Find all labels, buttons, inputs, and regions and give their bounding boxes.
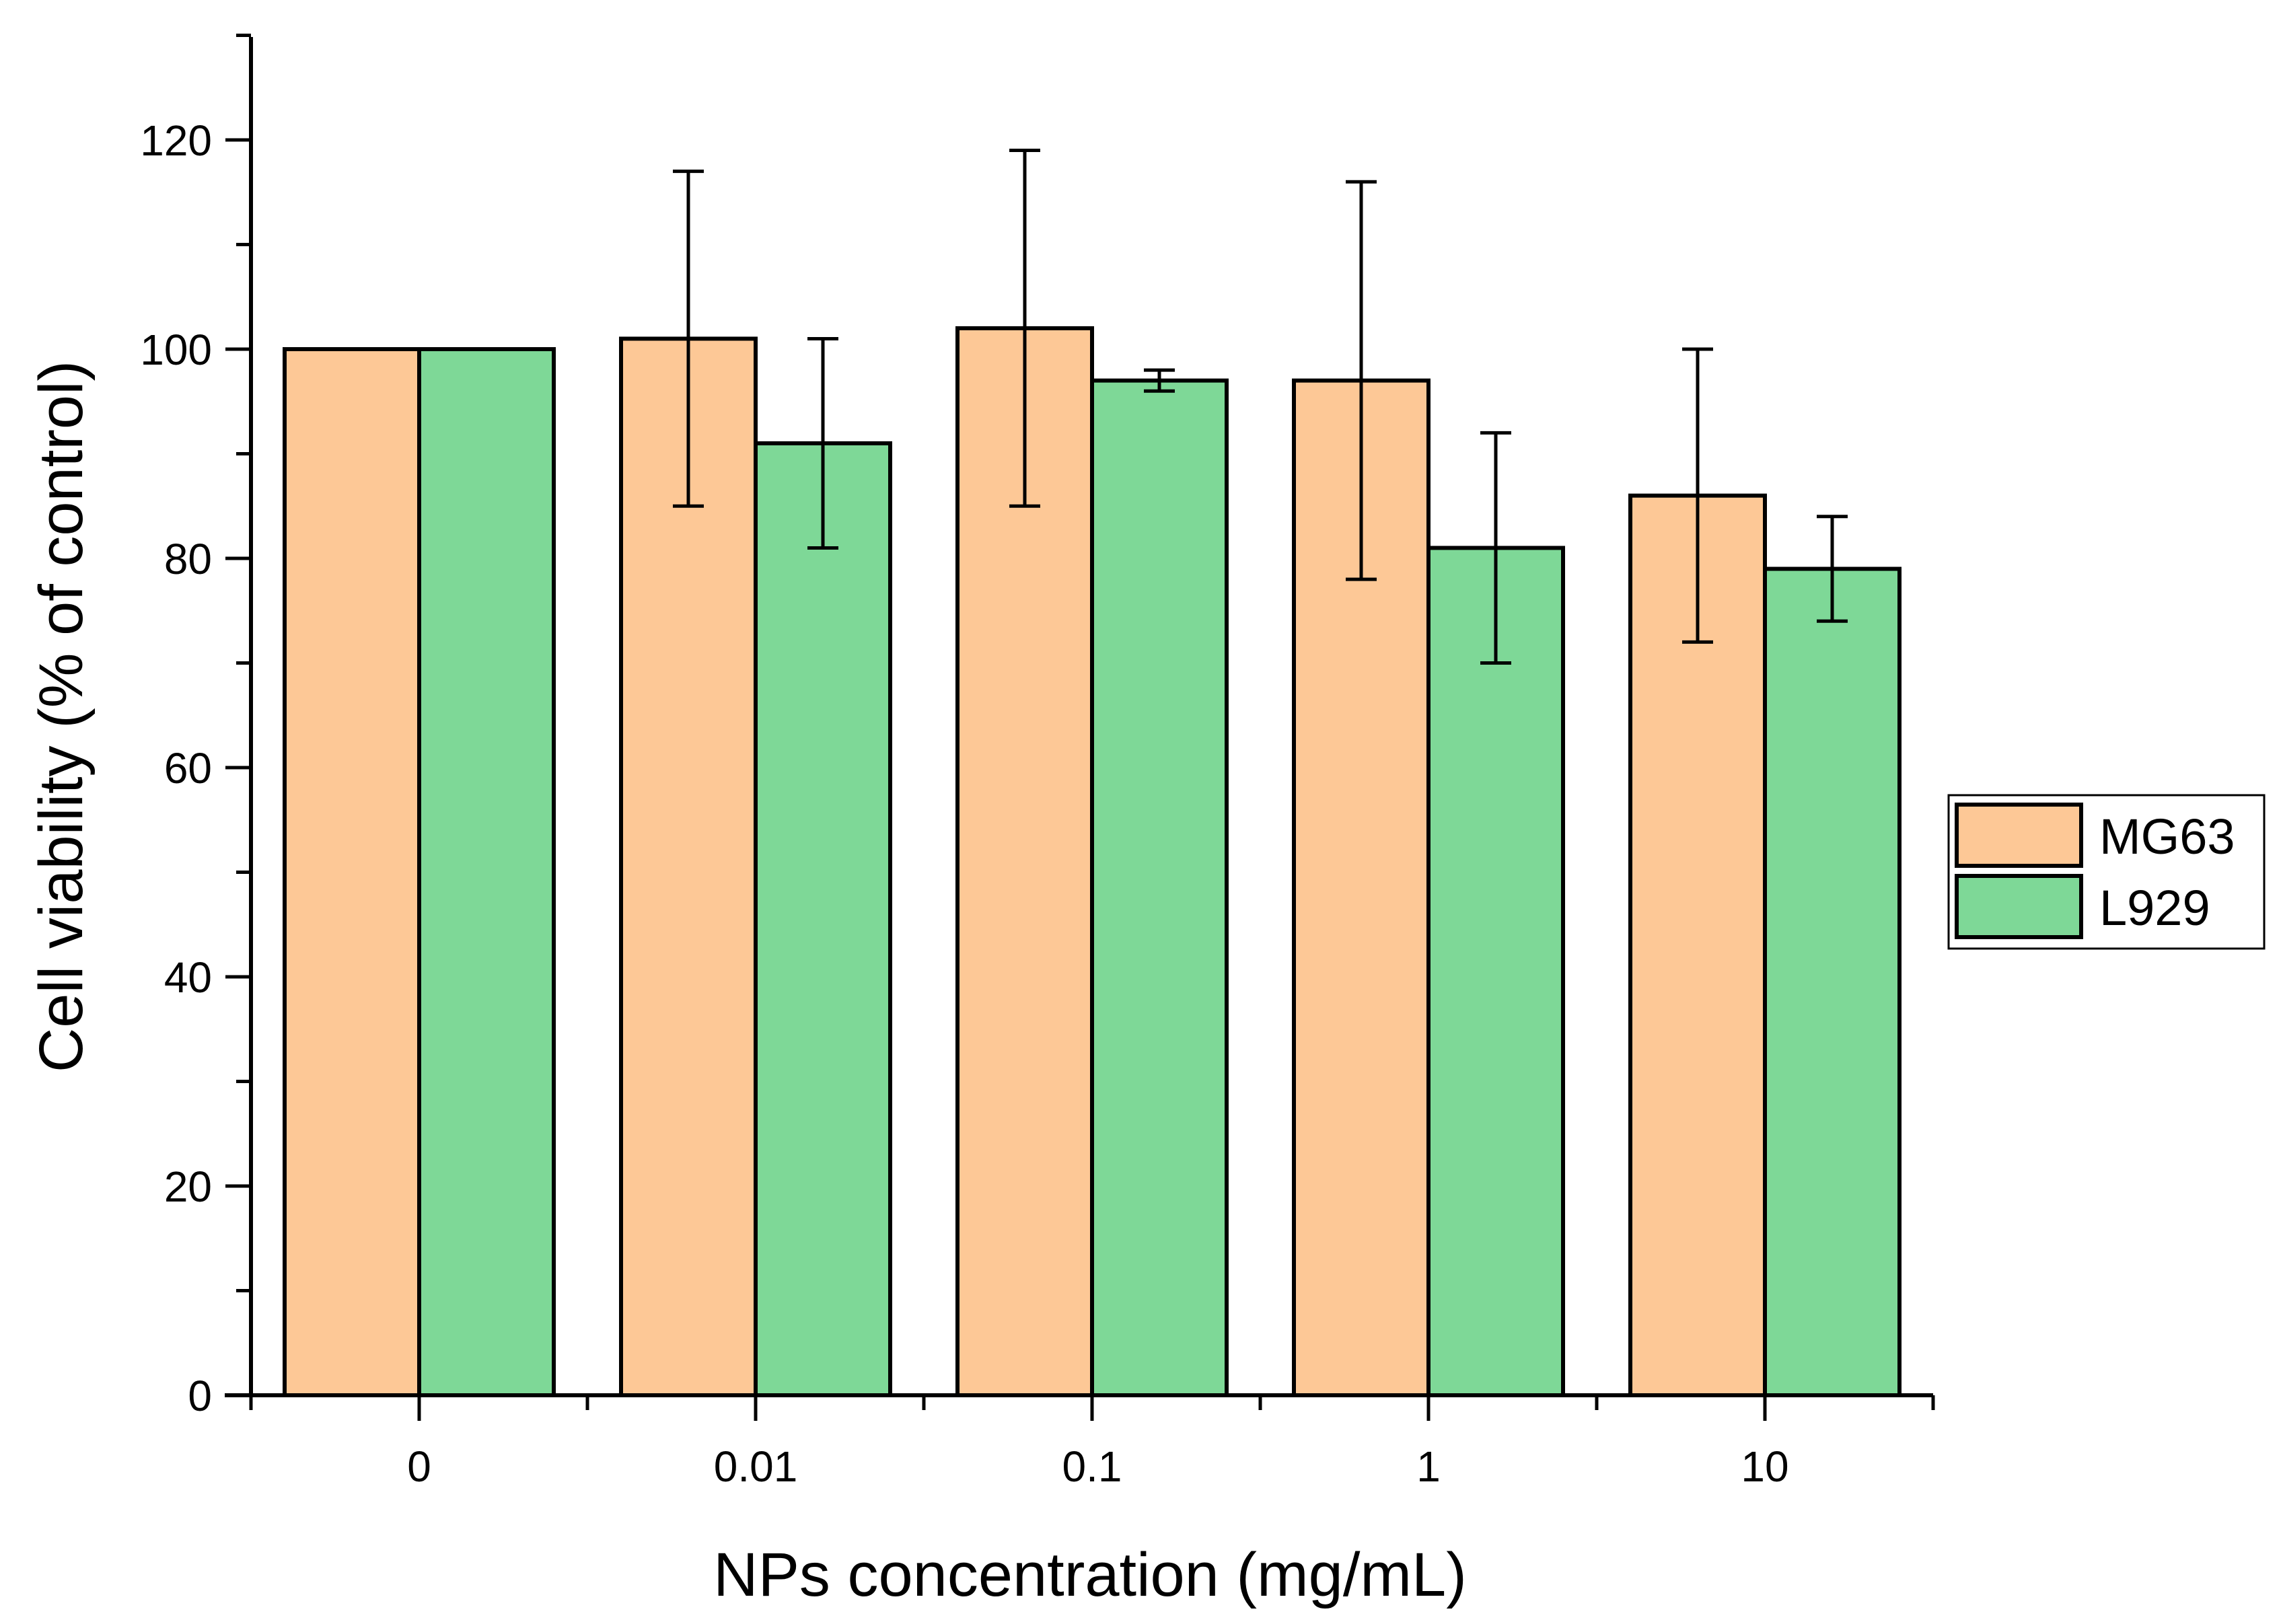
error-bars-layer [673,149,1848,665]
y-tick-label-60: 60 [164,744,212,792]
legend-label-mg63: MG63 [2099,809,2235,864]
error-bar-l929-0-01 [807,336,838,550]
legend: MG63 L929 [1947,794,2266,950]
error-bar-mg63-0-1 [1009,149,1040,508]
bar-l929-0 [417,347,556,1397]
y-axis-title: Cell viability (% of control) [27,361,96,1072]
error-bar-l929-1 [1480,431,1511,665]
legend-swatch-mg63 [1955,803,2083,868]
axes-layer [225,37,1933,1397]
error-bar-mg63-1 [1346,180,1377,581]
error-bar-mg63-10 [1682,347,1713,644]
error-bar-l929-10 [1817,515,1848,623]
bar-mg63-0 [283,347,421,1397]
bar-mg63-0-01 [619,336,758,1398]
bars-layer [283,326,1902,1398]
bar-l929-1 [1426,546,1565,1398]
y-tick-label-40: 40 [164,953,212,1002]
bar-l929-0-01 [754,441,892,1398]
y-tick-label-20: 20 [164,1162,212,1211]
y-tick-label-80: 80 [164,535,212,583]
y-tick-label-120: 120 [140,116,212,165]
x-tick-label-10: 10 [1741,1442,1788,1491]
bar-l929-0-1 [1090,378,1229,1397]
x-tick-label-0: 0 [407,1442,431,1491]
x-tick-label-0-1: 0.1 [1062,1442,1122,1491]
ticks-layer: 0 20 40 60 80 100 120 0 0.01 0.1 1 10 [140,34,1935,1491]
error-bar-mg63-0-01 [673,170,704,508]
legend-label-l929: L929 [2099,880,2210,936]
legend-swatch-l929 [1955,874,2083,939]
bar-l929-10 [1763,566,1902,1397]
error-bar-l929-0-1 [1144,368,1175,393]
y-tick-label-100: 100 [140,326,212,374]
y-tick-label-0: 0 [188,1372,212,1420]
x-tick-label-1: 1 [1416,1442,1441,1491]
x-tick-label-0-01: 0.01 [714,1442,798,1491]
x-axis-title: NPs concentration (mg/mL) [713,1541,1467,1609]
